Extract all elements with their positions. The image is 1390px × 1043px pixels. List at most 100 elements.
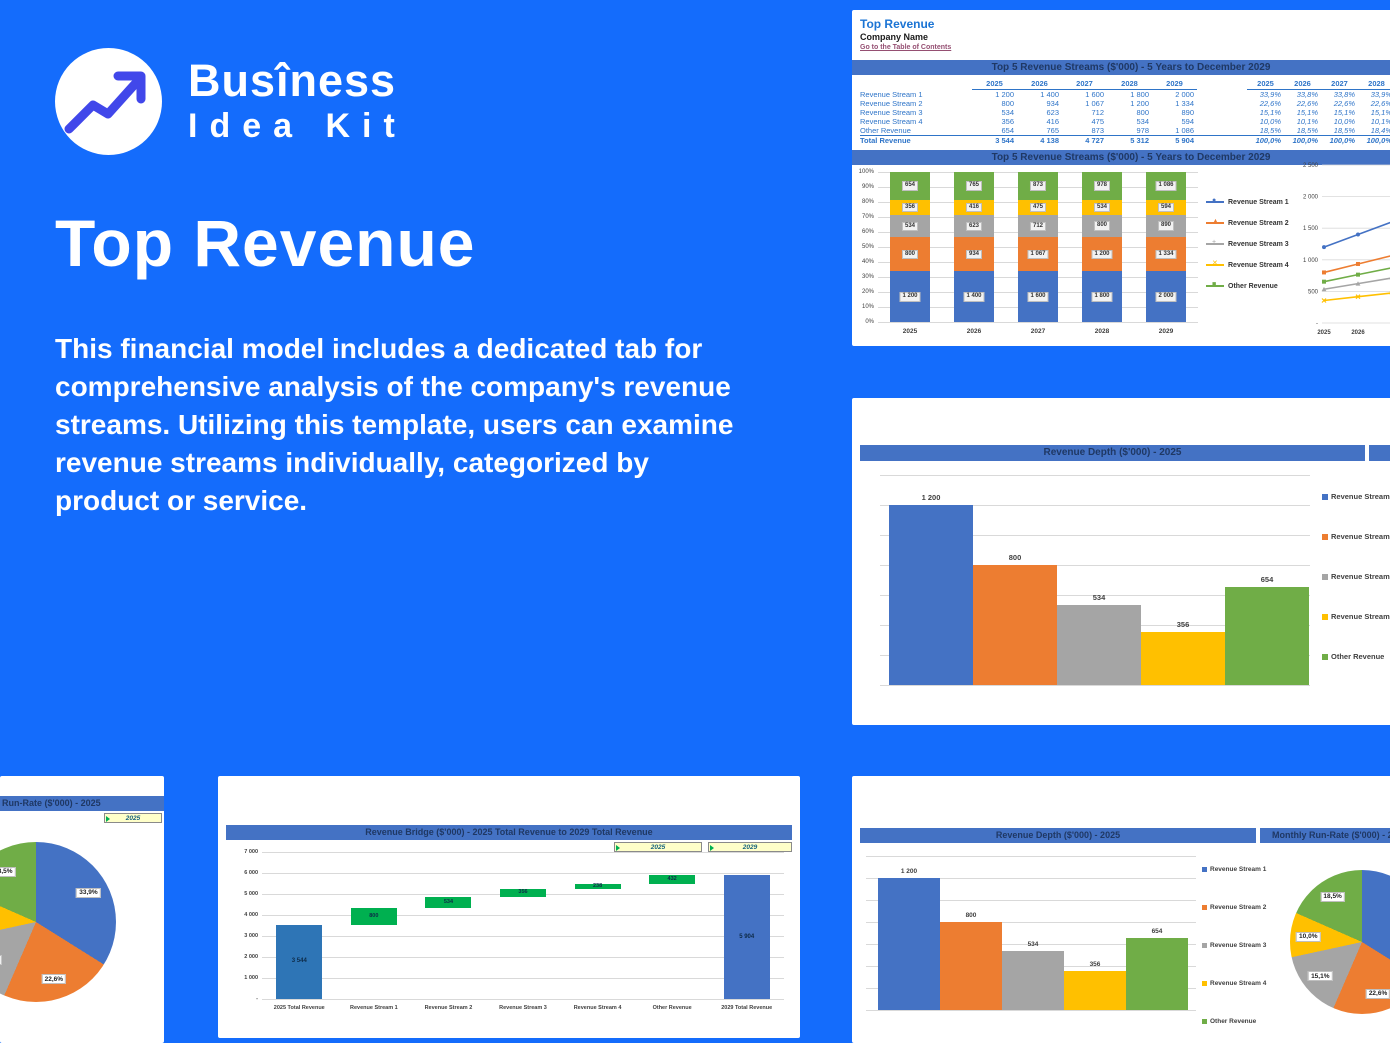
legend-item: Revenue Stream 3 bbox=[1322, 572, 1390, 581]
table-row: Other Revenue 654 765 873 978 1 086 18,5% 18,5%… bbox=[860, 126, 1390, 135]
percent-cell: 15,1% bbox=[1333, 108, 1355, 117]
total-value-cell: 5 312 bbox=[1107, 135, 1152, 146]
row-label: Revenue Stream 1 bbox=[860, 90, 923, 99]
value-cell: 594 bbox=[1181, 117, 1194, 126]
percent-cell: 18,5% bbox=[1296, 126, 1318, 135]
table-cell bbox=[1197, 135, 1247, 146]
waterfall-bar bbox=[425, 896, 472, 908]
legend-label: Revenue Stream 1 bbox=[1210, 866, 1267, 873]
bar bbox=[1141, 631, 1225, 685]
y-axis-tick: 6 000 bbox=[244, 870, 258, 876]
legend-item: Revenue Stream 3 bbox=[1202, 942, 1266, 949]
segment-value-label: 890 bbox=[1157, 221, 1175, 231]
data-point bbox=[1356, 232, 1360, 237]
pie-percent-label: 18,5% bbox=[1320, 891, 1345, 902]
to-year-dropdown[interactable]: 2029 bbox=[708, 842, 792, 852]
value-cell: 475 bbox=[1091, 117, 1104, 126]
value-cell: 623 bbox=[1046, 108, 1059, 117]
y-axis-tick: 40% bbox=[861, 258, 874, 265]
legend-label: Revenue Stream 1 bbox=[1331, 492, 1390, 501]
year-header: 2025 bbox=[1247, 78, 1284, 90]
year-header: 2026 bbox=[1284, 78, 1321, 90]
legend-marker-glyph: + bbox=[1212, 238, 1217, 246]
bar bbox=[1002, 951, 1064, 1010]
dropdown-marker-icon bbox=[616, 844, 620, 851]
legend-swatch-icon bbox=[1202, 867, 1207, 872]
year-dropdown[interactable]: 2025 bbox=[104, 813, 162, 823]
panel-revenue-report: Top Revenue Company Name Go to the Table… bbox=[852, 10, 1390, 346]
legend-label: Revenue Stream 4 bbox=[1228, 261, 1289, 269]
legend-label: Other Revenue bbox=[1210, 1018, 1257, 1025]
segment-value-label: 356 bbox=[901, 202, 919, 213]
value-cell: 1 334 bbox=[1175, 99, 1194, 108]
legend-item: Revenue Stream 1 bbox=[1322, 492, 1390, 501]
segment-value-label: 534 bbox=[1093, 202, 1111, 213]
x-axis-label: Revenue Stream 2 bbox=[424, 1005, 473, 1011]
percent-cell: 22,6% bbox=[1296, 99, 1318, 108]
gridline bbox=[866, 900, 1196, 901]
legend-swatch-icon bbox=[1202, 943, 1207, 948]
legend-item: Revenue Stream 2 bbox=[1202, 904, 1266, 911]
x-axis-label: Revenue Stream 1 bbox=[349, 1005, 398, 1011]
legend-label: Revenue Stream 2 bbox=[1331, 532, 1390, 541]
bar bbox=[878, 878, 940, 1010]
table-title-bar: Top 5 Revenue Streams ($'000) - 5 Years … bbox=[852, 60, 1390, 75]
revenue-streams-table: 2025 2026 2027 2028 2029 2025 2026 2027 2028 Reve… bbox=[860, 78, 1390, 146]
gridline bbox=[880, 595, 1310, 596]
year-header: 2029 bbox=[1152, 78, 1197, 90]
stacked-chart-legend: ● Revenue Stream 1 ▲ Revenue Stream 2 + Reven… bbox=[1206, 196, 1292, 301]
percent-cell: 18,5% bbox=[1259, 126, 1281, 135]
data-point bbox=[1355, 294, 1361, 300]
legend-swatch-icon bbox=[1202, 905, 1207, 910]
percent-cell: 15,1% bbox=[1259, 108, 1281, 117]
legend-label: Revenue Stream 3 bbox=[1210, 942, 1267, 949]
bar-value-label: 654 bbox=[1151, 928, 1163, 936]
value-cell: 1 200 bbox=[1130, 99, 1149, 108]
from-year-dropdown[interactable]: 2025 bbox=[614, 842, 702, 852]
report-company-name: Company Name bbox=[860, 32, 929, 42]
value-cell: 1 600 bbox=[1085, 90, 1104, 99]
value-cell: 1 067 bbox=[1085, 99, 1104, 108]
gridline bbox=[262, 957, 784, 958]
segment-value-label: 712 bbox=[1029, 221, 1047, 232]
legend-swatch-icon bbox=[1202, 981, 1207, 986]
bar bbox=[940, 922, 1002, 1010]
segment-value-label: 2 000 bbox=[1155, 292, 1177, 302]
x-axis-label: 2026 bbox=[1351, 330, 1365, 336]
total-percent-cell: 100,0% bbox=[1247, 135, 1284, 146]
page-description: This financial model includes a dedicate… bbox=[55, 333, 734, 516]
row-label: Revenue Stream 3 bbox=[860, 108, 923, 117]
segment-value-label: 765 bbox=[965, 181, 983, 191]
y-axis-tick: 2 500 bbox=[1303, 163, 1319, 169]
y-axis-tick: 500 bbox=[1308, 289, 1319, 295]
gridline bbox=[262, 936, 784, 937]
value-cell: 873 bbox=[1091, 126, 1104, 135]
trend-line-chart: 2 500 2 000 1 500 1 000 500 - 2025 2026 bbox=[1303, 163, 1390, 336]
gridline bbox=[866, 878, 1196, 879]
gridline bbox=[880, 535, 1310, 536]
legend-marker-glyph: ● bbox=[1212, 196, 1217, 204]
x-axis-label: 2029 bbox=[1158, 328, 1174, 335]
legend-label: Revenue Stream 1 bbox=[1228, 198, 1289, 206]
data-point bbox=[1356, 272, 1360, 277]
x-axis-label: Revenue Stream 4 bbox=[573, 1005, 622, 1011]
y-axis-tick: 80% bbox=[861, 198, 874, 205]
y-axis-tick: 5 000 bbox=[244, 891, 258, 897]
table-cell bbox=[1197, 99, 1247, 108]
depth-chart-title-bar: Revenue Depth ($'000) - 2025 bbox=[860, 445, 1365, 461]
report-title: Top Revenue bbox=[860, 17, 935, 31]
page-title: Top Revenue bbox=[55, 206, 476, 280]
pie-percent-label: 18,5% bbox=[0, 866, 16, 877]
total-label: Total Revenue bbox=[860, 135, 972, 146]
segment-value-label: 800 bbox=[901, 249, 919, 260]
bar-value-label: 238 bbox=[592, 883, 603, 890]
waterfall-bar bbox=[276, 924, 323, 999]
bar bbox=[1064, 970, 1126, 1010]
table-of-contents-link[interactable]: Go to the Table of Contents bbox=[860, 44, 952, 51]
gridline bbox=[262, 873, 784, 874]
segment-value-label: 934 bbox=[965, 249, 983, 260]
dropdown-marker-icon bbox=[106, 815, 110, 822]
legend-label: Revenue Stream 4 bbox=[1331, 612, 1390, 621]
value-cell: 356 bbox=[1001, 117, 1014, 126]
value-cell: 800 bbox=[1001, 99, 1014, 108]
